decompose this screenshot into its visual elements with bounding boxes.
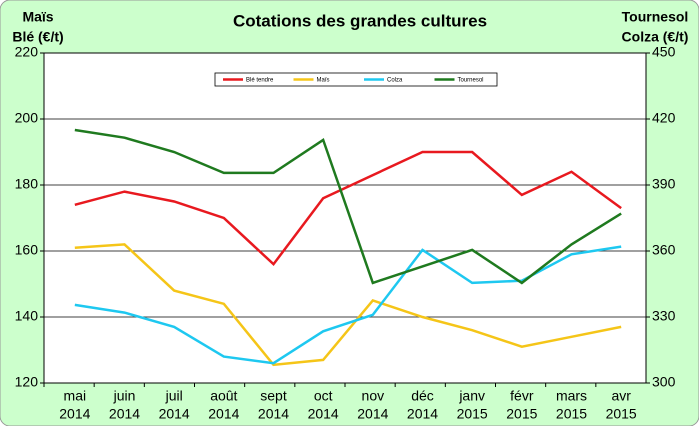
chart-title: Cotations des grandes cultures xyxy=(233,11,487,30)
y2-tick-label: 300 xyxy=(652,374,676,390)
x-tick-label: 2014 xyxy=(159,406,190,422)
x-tick-label: juil xyxy=(165,388,183,404)
y-tick-label: 140 xyxy=(15,308,39,324)
y2-axis-label: Colza (€/t) xyxy=(622,29,689,45)
y-tick-label: 160 xyxy=(15,242,39,258)
series-line xyxy=(74,243,622,367)
y2-tick-label: 330 xyxy=(652,308,676,324)
y2-tick-label: 450 xyxy=(652,44,676,60)
x-tick-label: 2014 xyxy=(407,406,438,422)
x-tick-label: mars xyxy=(556,388,587,404)
x-tick-label: 2015 xyxy=(606,406,637,422)
y-tick-label: 200 xyxy=(15,110,39,126)
legend-label: Tournesol xyxy=(458,78,484,84)
x-tick-label: 2014 xyxy=(308,406,339,422)
y2-tick-label: 390 xyxy=(652,176,676,192)
x-tick-label: janv xyxy=(458,388,485,404)
x-tick-label: oct xyxy=(314,388,333,404)
x-tick-label: 2014 xyxy=(357,406,388,422)
y2-tick-label: 360 xyxy=(652,242,676,258)
series-line xyxy=(74,150,622,267)
y-axis-label: Maïs xyxy=(22,9,53,25)
x-tick-label: 2015 xyxy=(457,406,488,422)
series-line xyxy=(74,128,622,285)
x-tick-label: 2015 xyxy=(506,406,537,422)
y-axis-label: Blé (€/t) xyxy=(12,29,63,45)
plot-area xyxy=(43,52,647,384)
x-tick-label: avr xyxy=(611,388,631,404)
x-tick-label: févr xyxy=(510,388,534,404)
x-tick-label: 2014 xyxy=(208,406,239,422)
y-tick-label: 120 xyxy=(15,374,39,390)
legend-box xyxy=(214,72,498,87)
y-tick-label: 220 xyxy=(15,44,39,60)
legend-label: Maïs xyxy=(317,78,330,84)
x-tick-label: juin xyxy=(113,388,136,404)
y2-tick-label: 420 xyxy=(652,110,676,126)
x-tick-label: mai xyxy=(64,388,87,404)
y-tick-label: 180 xyxy=(15,176,39,192)
x-tick-label: 2014 xyxy=(109,406,140,422)
legend-label: Blé tendre xyxy=(246,78,274,84)
x-tick-label: 2014 xyxy=(59,406,90,422)
x-tick-label: nov xyxy=(362,388,385,404)
y2-axis-label: Tournesol xyxy=(622,9,689,25)
x-tick-label: 2015 xyxy=(556,406,587,422)
x-tick-label: déc xyxy=(411,388,434,404)
x-tick-label: août xyxy=(210,388,237,404)
x-tick-label: sept xyxy=(260,388,287,404)
legend-label: Colza xyxy=(387,78,403,84)
x-tick-label: 2014 xyxy=(258,406,289,422)
